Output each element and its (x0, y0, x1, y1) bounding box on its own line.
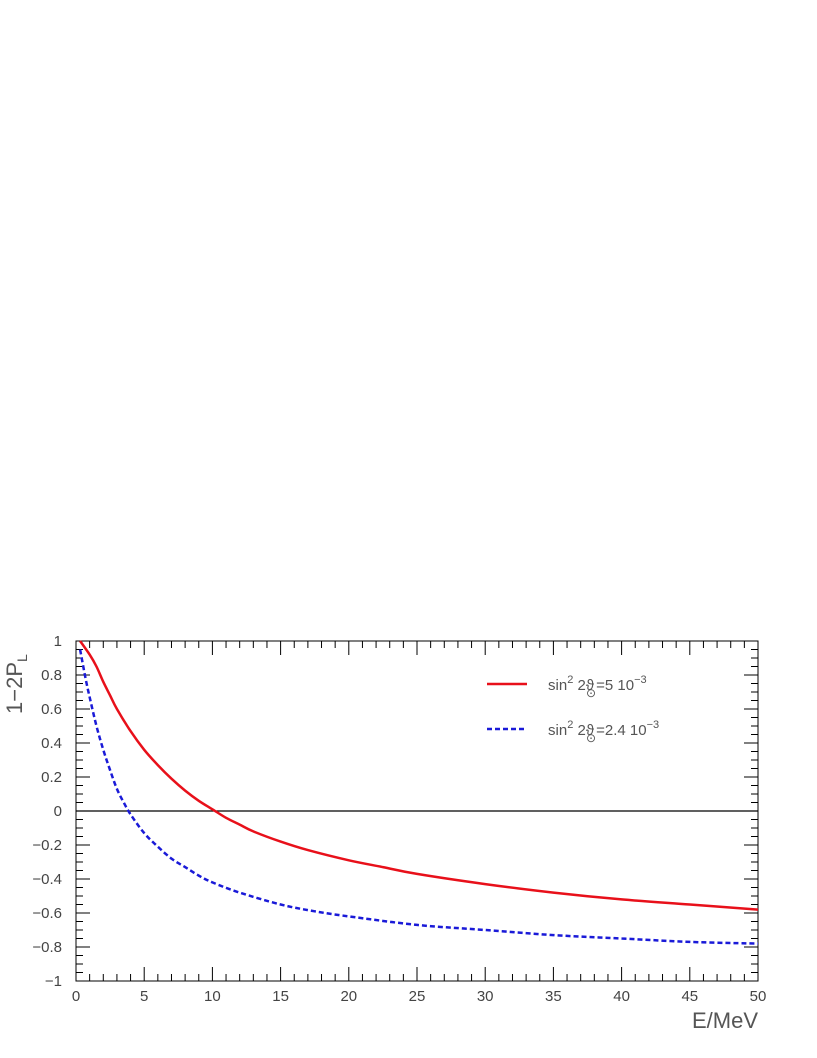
y-tick-label: 1 (54, 633, 62, 650)
y-tick-label: 0 (54, 803, 62, 820)
x-tick-label: 40 (613, 988, 630, 1005)
y-axis-title: 1−2PL (2, 654, 30, 714)
legend-label-1: sin2 2ϑ⊙=2.4 10−3 (548, 719, 659, 745)
x-tick-label: 45 (681, 988, 698, 1005)
series-line-1 (78, 649, 759, 945)
y-axis-title-main: 1−2P (2, 662, 27, 714)
axis-ticks (75, 640, 759, 982)
x-tick-label: 35 (545, 988, 562, 1005)
legend-label-0: sin2 2ϑ⊙=5 10−3 (548, 674, 647, 700)
y-tick-label: −1 (45, 973, 62, 990)
x-tick-label: 20 (340, 988, 357, 1005)
x-tick-label: 10 (204, 988, 221, 1005)
y-tick-label: 0.6 (41, 701, 62, 718)
y-tick-label: −0.4 (32, 871, 62, 888)
y-tick-label: 0.4 (41, 735, 62, 752)
y-axis-title-sub: L (14, 654, 30, 662)
series-line-0 (79, 640, 759, 911)
x-tick-label: 15 (272, 988, 289, 1005)
tick-labels: 0 5 10 15 20 25 30 35 40 45 50 −1 −0.8 −0.6 −0.4 −0.2 0 0… (32, 633, 766, 1005)
y-tick-label: 0.2 (41, 769, 62, 786)
y-tick-label: −0.6 (32, 905, 62, 922)
x-tick-label: 5 (140, 988, 148, 1005)
x-axis-title: E/MeV (692, 1008, 758, 1033)
x-tick-label: 0 (72, 988, 80, 1005)
series-layer (78, 640, 759, 945)
y-tick-label: −0.8 (32, 939, 62, 956)
y-tick-label: −0.2 (32, 837, 62, 854)
legend: sin2 2ϑ⊙=5 10−3 sin2 2ϑ⊙=2.4 10−3 (487, 674, 659, 745)
x-tick-label: 50 (750, 988, 767, 1005)
x-tick-label: 25 (409, 988, 426, 1005)
y-tick-label: 0.8 (41, 667, 62, 684)
x-tick-label: 30 (477, 988, 494, 1005)
